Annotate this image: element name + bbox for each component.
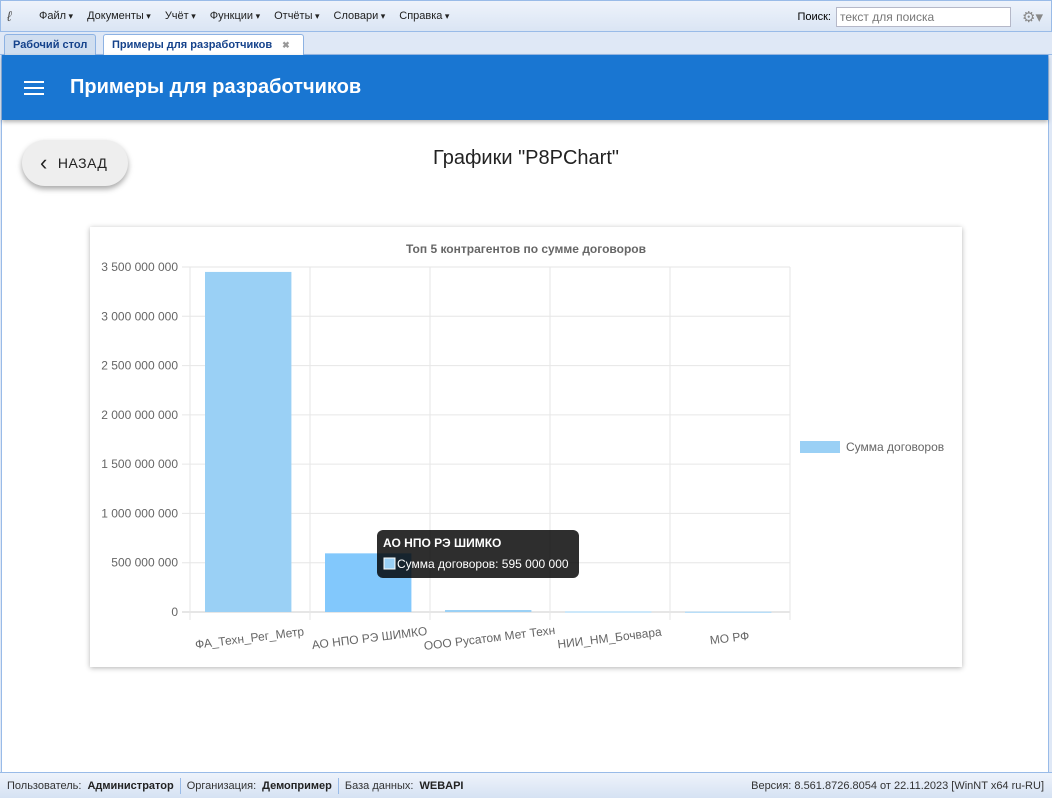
bar — [565, 611, 652, 613]
tab-desktop[interactable]: Рабочий стол — [4, 34, 97, 55]
x-tick-label: АО НПО РЭ ШИМКО — [311, 624, 428, 652]
main-panel: Примеры для разработчиков ‹ НАЗАД Графики… — [1, 55, 1049, 772]
menu-help[interactable]: Справка — [399, 10, 449, 22]
page-title: Графики "P8PChart" — [433, 147, 619, 169]
chevron-left-icon: ‹ — [40, 150, 48, 175]
db-label: База данных: — [344, 779, 414, 792]
tab-dev-examples[interactable]: Примеры для разработчиков ✖ — [103, 34, 304, 55]
menu-dictionaries[interactable]: Словари — [334, 10, 386, 22]
tab-label: Примеры для разработчиков — [112, 39, 273, 51]
x-tick-label: ФА_Техн_Рег_Метр — [194, 624, 305, 651]
bar — [205, 271, 292, 612]
y-tick-label: 2 500 000 000 — [101, 359, 178, 373]
tooltip-text: Сумма договоров: 595 000 000 — [397, 557, 569, 571]
tooltip-title: АО НПО РЭ ШИМКО — [383, 536, 501, 550]
bar — [445, 610, 532, 612]
y-tick-label: 1 000 000 000 — [101, 506, 178, 520]
menu-icon[interactable] — [24, 80, 44, 95]
y-tick-label: 0 — [171, 605, 178, 619]
menu-reports[interactable]: Отчёты — [274, 10, 319, 22]
gear-icon[interactable]: ⚙▾ — [1022, 9, 1043, 26]
db-value: WEBAPI — [419, 779, 464, 792]
user-value: Администратор — [87, 779, 174, 792]
chart-card: Топ 5 контрагентов по сумме договоров 0 50… — [90, 227, 962, 667]
y-tick-label: 3 000 000 000 — [101, 309, 178, 323]
app-logo-icon: ℓ — [7, 8, 12, 24]
tooltip-swatch — [383, 557, 396, 570]
tab-label: Рабочий стол — [13, 39, 88, 51]
menu-functions[interactable]: Функции — [210, 10, 260, 22]
y-tick-label: 2 000 000 000 — [101, 408, 178, 422]
version-info: Версия: 8.561.8726.8054 от 22.11.2023 [W… — [751, 779, 1044, 792]
x-tick-label: МО РФ — [709, 629, 750, 648]
y-tick-label: 1 500 000 000 — [101, 457, 178, 471]
close-icon[interactable]: ✖ — [282, 40, 290, 50]
menu-accounting[interactable]: Учёт — [165, 10, 196, 22]
y-tick-label: 3 500 000 000 — [101, 260, 178, 274]
tab-bar: Рабочий стол Примеры для разработчиков ✖ — [0, 32, 1052, 55]
status-bar: Пользователь: Администратор Организация: Д… — [0, 772, 1052, 798]
menu-documents[interactable]: Документы — [87, 10, 151, 22]
legend-label: Сумма договоров — [846, 440, 944, 454]
org-label: Организация: — [186, 779, 257, 792]
user-label: Пользователь: — [7, 779, 82, 792]
app-title: Примеры для разработчиков — [70, 76, 362, 98]
chart-title: Топ 5 контрагентов по сумме договоров — [406, 242, 646, 256]
menu-file[interactable]: Файл — [39, 10, 73, 22]
search-label: Поиск: — [797, 11, 831, 23]
legend-swatch — [800, 441, 840, 453]
search-input[interactable] — [836, 7, 1011, 27]
back-label: НАЗАД — [57, 155, 108, 171]
bar-chart: Топ 5 контрагентов по сумме договоров 0 50… — [101, 242, 944, 653]
bar — [685, 611, 772, 613]
menu-bar: ℓ Файл Документы Учёт Функции Отчёты Сло… — [0, 0, 1052, 32]
back-button[interactable]: ‹ НАЗАД — [22, 140, 128, 186]
tooltip — [377, 530, 579, 578]
x-tick-label: ООО Русатом Мет Техн — [423, 623, 556, 653]
y-tick-label: 500 000 000 — [111, 556, 178, 570]
org-value: Демопример — [262, 779, 332, 792]
x-tick-label: НИИ_НМ_Бочвара — [557, 625, 663, 652]
app-bar: Примеры для разработчиков — [2, 55, 1048, 120]
